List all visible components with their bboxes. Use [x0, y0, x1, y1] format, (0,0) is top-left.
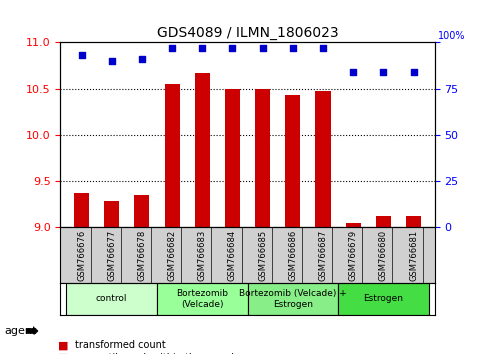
- Text: 100%: 100%: [439, 31, 466, 41]
- FancyBboxPatch shape: [67, 283, 157, 315]
- Text: Bortezomib
(Velcade): Bortezomib (Velcade): [176, 289, 228, 309]
- Bar: [315, 91, 330, 227]
- Bar: [104, 201, 119, 227]
- Text: GSM766677: GSM766677: [107, 230, 116, 281]
- Bar: [134, 195, 149, 227]
- Text: GSM766678: GSM766678: [137, 230, 146, 281]
- Text: GSM766681: GSM766681: [409, 230, 418, 281]
- Point: [349, 69, 357, 75]
- Point: [259, 45, 267, 51]
- Text: transformed count: transformed count: [75, 341, 166, 350]
- Text: GSM766687: GSM766687: [318, 230, 327, 281]
- Bar: [74, 193, 89, 227]
- Point: [78, 53, 85, 58]
- Point: [228, 45, 236, 51]
- FancyBboxPatch shape: [157, 283, 248, 315]
- Bar: [255, 89, 270, 227]
- Text: GSM766682: GSM766682: [168, 230, 177, 281]
- Bar: [225, 89, 240, 227]
- Text: GSM766683: GSM766683: [198, 230, 207, 281]
- Bar: [285, 95, 300, 227]
- Point: [319, 45, 327, 51]
- Text: GSM766684: GSM766684: [228, 230, 237, 281]
- Text: GSM766685: GSM766685: [258, 230, 267, 281]
- Point: [380, 69, 387, 75]
- Bar: [346, 223, 361, 227]
- Bar: [165, 84, 180, 227]
- Text: Estrogen: Estrogen: [363, 295, 403, 303]
- Text: agent: agent: [5, 326, 37, 336]
- Text: ■: ■: [58, 353, 69, 354]
- Point: [108, 58, 115, 64]
- Title: GDS4089 / ILMN_1806023: GDS4089 / ILMN_1806023: [156, 26, 339, 40]
- Text: percentile rank within the sample: percentile rank within the sample: [75, 353, 240, 354]
- Point: [138, 56, 146, 62]
- FancyBboxPatch shape: [338, 283, 429, 315]
- Point: [410, 69, 417, 75]
- Point: [289, 45, 297, 51]
- Point: [199, 45, 206, 51]
- Point: [168, 45, 176, 51]
- Text: GSM766676: GSM766676: [77, 230, 86, 281]
- Bar: [406, 216, 421, 227]
- Bar: [195, 73, 210, 227]
- FancyBboxPatch shape: [248, 283, 338, 315]
- Text: ■: ■: [58, 341, 69, 350]
- Text: GSM766686: GSM766686: [288, 230, 298, 281]
- Text: control: control: [96, 295, 128, 303]
- Text: GSM766680: GSM766680: [379, 230, 388, 281]
- Text: GSM766679: GSM766679: [349, 230, 358, 281]
- Text: Bortezomib (Velcade) +
Estrogen: Bortezomib (Velcade) + Estrogen: [239, 289, 347, 309]
- Bar: [376, 216, 391, 227]
